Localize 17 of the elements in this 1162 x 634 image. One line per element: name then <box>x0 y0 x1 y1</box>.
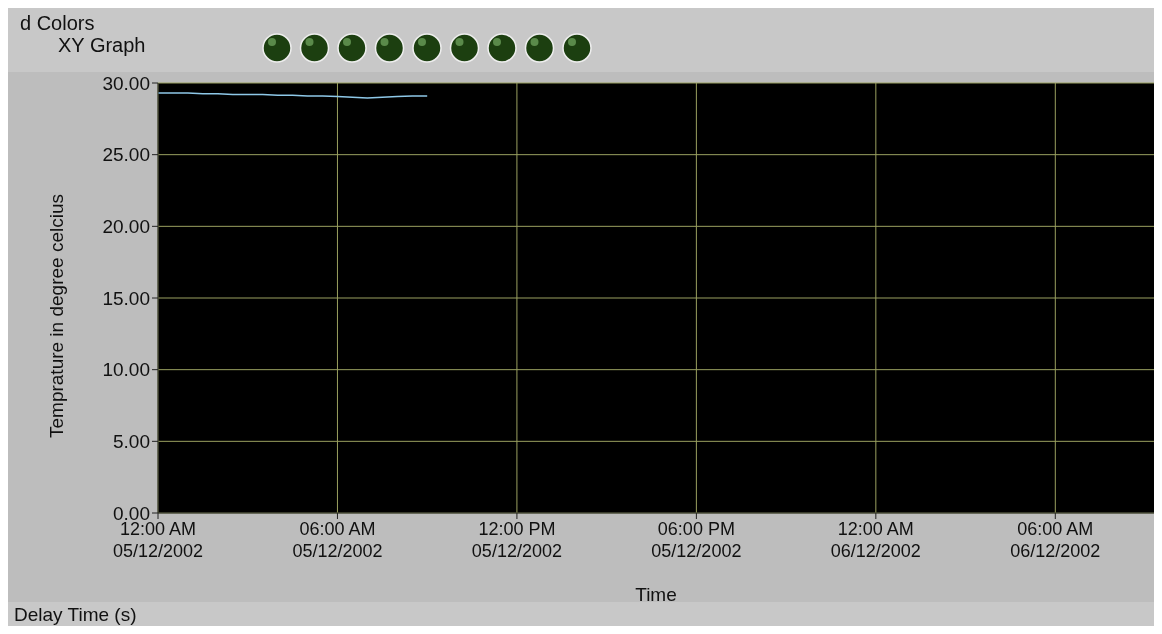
text: Delay Time (s) <box>14 604 137 626</box>
y-tick-label: 15.00 <box>102 287 150 309</box>
y-tick-label: 30.00 <box>102 72 150 94</box>
text: d Colors <box>20 12 95 35</box>
y-axis-title: Temprature in degree celcius <box>45 194 67 438</box>
y-tick-label: 25.00 <box>102 144 150 166</box>
x-tick-label: 12:00 AM 06/12/2002 <box>830 519 921 561</box>
chart-title: XY Graph <box>58 34 146 57</box>
x-tick-label: 06:00 PM 05/12/2002 <box>651 519 742 561</box>
x-tick-label: 12:00 PM 05/12/2002 <box>471 519 562 561</box>
x-axis-title: Time <box>635 584 677 605</box>
x-tick-label: 12:00 AM 05/12/2002 <box>112 519 204 561</box>
y-tick-label: 10.00 <box>102 359 150 381</box>
x-tick-label: 06:00 AM 06/12/2002 <box>1010 519 1101 561</box>
y-tick-label: 20.00 <box>102 216 150 238</box>
x-tick-label: 06:00 AM 05/12/2002 <box>292 519 383 561</box>
y-tick-label: 5.00 <box>113 431 150 453</box>
